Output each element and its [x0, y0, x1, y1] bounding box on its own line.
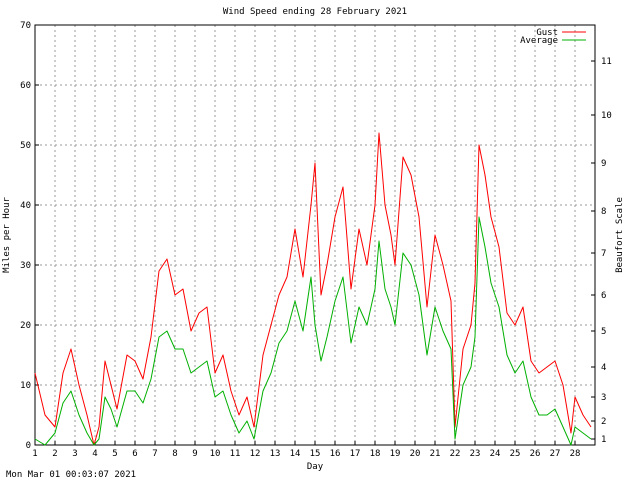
- legend-label-gust: Gust: [536, 28, 558, 38]
- x-tick-label: 19: [390, 449, 401, 459]
- y-tick-label: 50: [20, 141, 31, 151]
- timestamp: Mon Mar 01 00:03:07 2021: [6, 470, 136, 480]
- y-tick-label: 30: [20, 261, 31, 271]
- x-tick-label: 20: [410, 449, 421, 459]
- y-tick-label: 0: [26, 441, 31, 451]
- x-axis-ticks: 1 2 3 4 5 6 7 8 9 10 11 12 13 14 15 16 17 18 19 20 21 22 23 24 2…: [32, 441, 580, 459]
- x-tick-label: 13: [270, 449, 281, 459]
- beaufort-tick-label: 4: [601, 363, 606, 373]
- beaufort-tick-label: 2: [601, 417, 606, 427]
- x-tick-label: 3: [72, 449, 77, 459]
- x-tick-label: 15: [310, 449, 321, 459]
- beaufort-tick-label: 5: [601, 327, 606, 337]
- x-tick-label: 2: [52, 449, 57, 459]
- x-tick-label: 25: [510, 449, 521, 459]
- x-tick-label: 18: [370, 449, 381, 459]
- x-tick-label: 6: [132, 449, 137, 459]
- beaufort-tick-label: 9: [601, 159, 606, 169]
- x-tick-label: 12: [250, 449, 261, 459]
- y2-axis-label: Beaufort Scale: [615, 197, 625, 273]
- x-tick-label: 17: [350, 449, 361, 459]
- series-lines: [34, 132, 592, 446]
- x-axis-label: Day: [307, 462, 324, 472]
- beaufort-tick-label: 3: [601, 393, 606, 403]
- x-tick-label: 8: [172, 449, 177, 459]
- x-tick-label: 7: [152, 449, 157, 459]
- x-tick-label: 11: [230, 449, 241, 459]
- beaufort-tick-label: 1: [601, 435, 606, 445]
- y-tick-label: 70: [20, 21, 31, 31]
- y-axis-ticks: 0 10 20 30 40 50 60 70: [20, 21, 39, 451]
- legend-label-average: Average: [520, 36, 558, 46]
- y-tick-label: 10: [20, 381, 31, 391]
- beaufort-axis-ticks: 1 2 3 4 5 6 7 8 9 10 11: [591, 57, 612, 445]
- x-tick-label: 26: [530, 449, 541, 459]
- y-tick-label: 40: [20, 201, 31, 211]
- x-tick-label: 10: [210, 449, 221, 459]
- x-tick-label: 27: [550, 449, 561, 459]
- x-tick-label: 22: [450, 449, 461, 459]
- beaufort-tick-label: 10: [601, 111, 612, 121]
- grid-lines: [35, 25, 595, 445]
- legend: Gust Average: [520, 28, 586, 46]
- x-tick-label: 9: [192, 449, 197, 459]
- y-tick-label: 60: [20, 81, 31, 91]
- x-tick-label: 5: [112, 449, 117, 459]
- series-line-average: [34, 216, 592, 446]
- series-line-gust: [34, 132, 592, 446]
- beaufort-tick-label: 11: [601, 57, 612, 67]
- x-tick-label: 28: [570, 449, 581, 459]
- x-tick-label: 21: [430, 449, 441, 459]
- beaufort-tick-label: 6: [601, 291, 606, 301]
- y-tick-label: 20: [20, 321, 31, 331]
- beaufort-tick-label: 8: [601, 207, 606, 217]
- x-tick-label: 4: [92, 449, 97, 459]
- beaufort-tick-label: 7: [601, 249, 606, 259]
- x-tick-label: 14: [290, 449, 301, 459]
- y-axis-label: Miles per Hour: [2, 196, 12, 272]
- chart-title: Wind Speed ending 28 February 2021: [223, 7, 407, 17]
- x-tick-label: 23: [470, 449, 481, 459]
- x-tick-label: 1: [32, 449, 37, 459]
- x-tick-label: 16: [330, 449, 341, 459]
- x-tick-label: 24: [490, 449, 501, 459]
